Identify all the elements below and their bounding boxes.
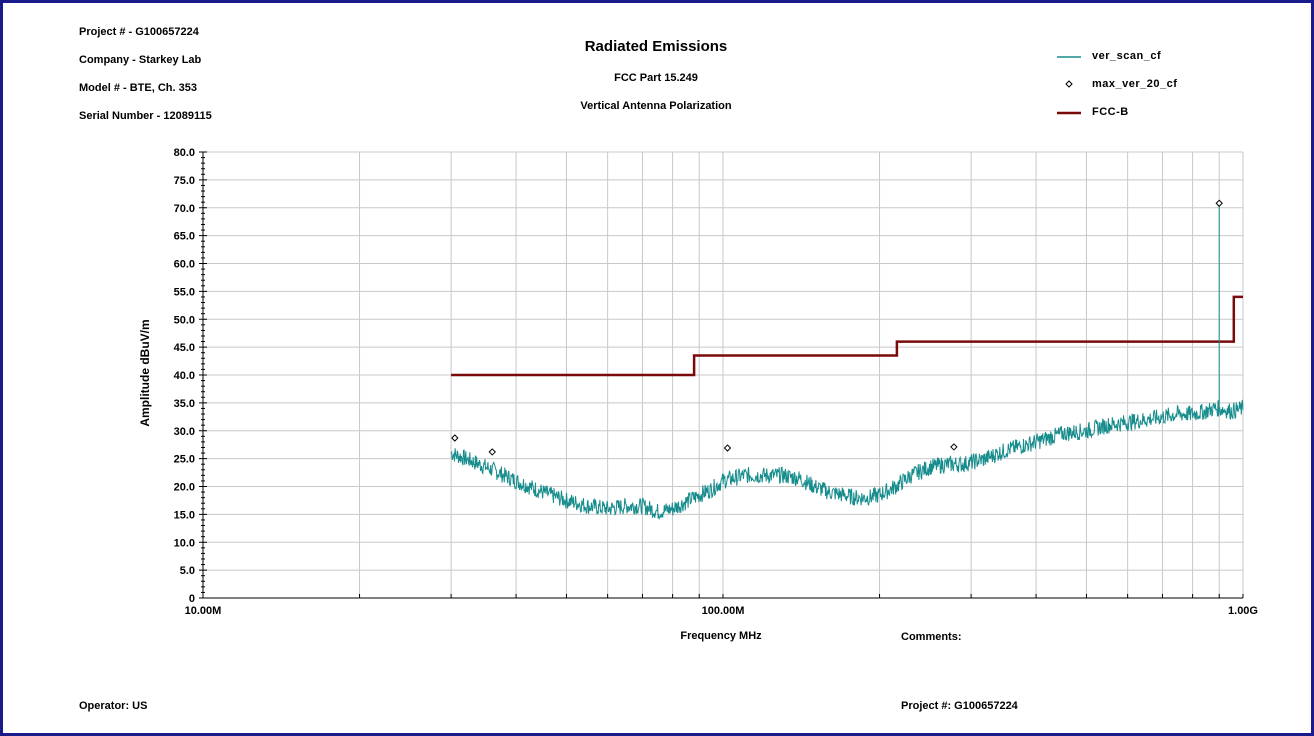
y-tick-label: 65.0 [174,231,195,243]
serial-label: Serial Number - 12089115 [79,110,212,122]
y-tick-label: 60.0 [174,259,195,271]
legend-scan-label: ver_scan_cf [1092,50,1162,62]
y-tick-label: 35.0 [174,398,195,410]
legend-marker-label: max_ver_20_cf [1092,78,1178,90]
x-tick-label: 10.00M [185,605,222,617]
x-tick-label: 100.00M [702,605,745,617]
legend-marker-swatch [1065,80,1073,88]
chart-subtitle-polarization: Vertical Antenna Polarization [580,100,732,112]
y-axis-label: Amplitude dBuV/m [138,319,152,426]
y-tick-label: 70.0 [174,203,195,215]
project-label: Project # - G100657224 [79,26,199,38]
y-tick-label: 80.0 [174,147,195,159]
limit-line [451,295,1243,377]
y-tick-label: 15.0 [174,509,195,521]
x-tick-labels: 10.00M 100.00M 1.00G [185,605,1258,617]
max-ver-marker [1215,199,1223,207]
ver-scan-cf-trace [450,205,1244,521]
y-tick-label: 50.0 [174,314,195,326]
y-tick-label: 40.0 [174,370,195,382]
peak-markers [451,199,1223,456]
fcc-b-limit-line [451,295,1243,377]
y-tick-label: 0 [189,593,195,605]
y-tick-label: 45.0 [174,342,195,354]
operator-label: Operator: US [79,700,148,712]
footer-project-label: Project #: G100657224 [901,700,1018,712]
max-ver-marker [723,444,732,452]
y-tick-label: 75.0 [174,175,195,187]
axes [199,151,1244,599]
comments-label: Comments: [901,631,962,643]
y-tick-label: 25.0 [174,454,195,466]
company-label: Company - Starkey Lab [79,54,202,66]
y-tick-label: 10.0 [174,537,195,549]
x-tick-label: 1.00G [1228,605,1258,617]
scan-trace [450,205,1244,521]
grid [202,151,1244,598]
y-tick-label: 30.0 [174,426,195,438]
y-tick-label: 20.0 [174,482,195,494]
x-axis-label: Frequency MHz [680,630,762,642]
max-ver-marker [950,443,958,451]
max-ver-marker [488,448,496,456]
chart-subtitle: FCC Part 15.249 [614,72,698,84]
y-tick-label: 55.0 [174,286,195,298]
y-tick-label: 5.0 [180,565,195,577]
legend-limit-label: FCC-B [1092,106,1129,118]
chart-title: Radiated Emissions [584,38,728,55]
model-label: Model # - BTE, Ch. 353 [79,82,197,94]
legend [1057,56,1081,115]
y-tick-labels: 0 5.0 10.0 15.0 20.0 25.0 30.0 35.0 40.0 45.0 50.0… [174,147,195,605]
max-ver-marker [451,434,459,442]
